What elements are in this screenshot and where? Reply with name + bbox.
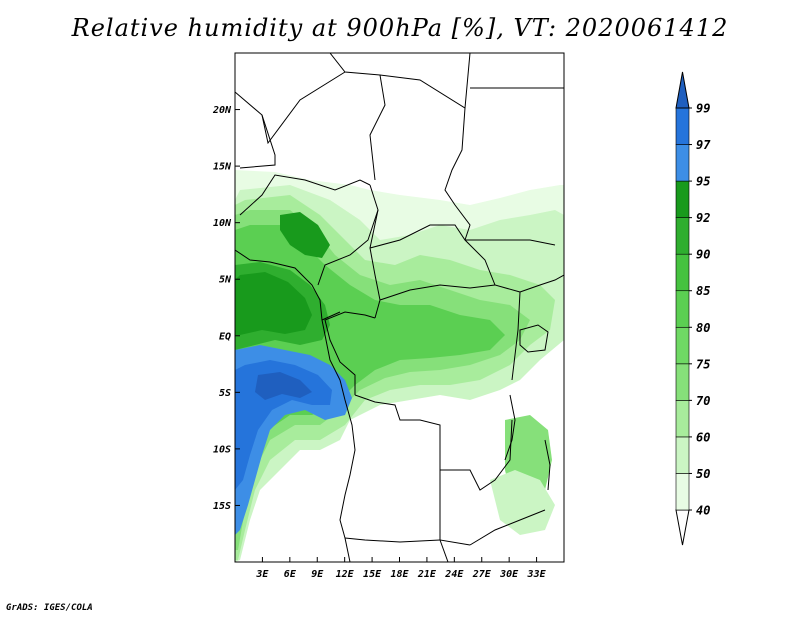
latitude-axis: 20N 15N 10N 5N EQ 5S 10S 15S [212, 105, 240, 512]
humidity-region-ocean-99 [255, 372, 312, 400]
colorbar-label: 85 [696, 284, 710, 298]
country-boundaries [235, 53, 564, 562]
lon-tick-label: 15E [363, 569, 382, 580]
lat-tick-label: 5S [219, 388, 231, 399]
colorbar-label: 60 [696, 430, 710, 444]
lon-tick-label: 3E [255, 569, 269, 580]
lon-tick-label: 18E [390, 569, 409, 580]
boundary-angola-namibia [344, 537, 441, 543]
coastline-west-africa [235, 249, 356, 562]
colorbar-label: 90 [696, 248, 710, 262]
boundary-drc-angola [354, 394, 441, 470]
colorbar-label: 75 [696, 357, 710, 371]
colorbar-segment [675, 400, 690, 438]
lon-tick-label: 21E [417, 569, 437, 580]
lat-tick-label: 20N [212, 105, 232, 116]
boundary-drc-uganda [511, 291, 521, 381]
colorbar-segment [675, 217, 690, 255]
boundary-cameroon-car [369, 209, 381, 319]
boundary-gabon [321, 311, 341, 321]
boundary-nigeria-cameroon [317, 184, 379, 286]
boundary-sudan-southsudan [465, 239, 556, 246]
lake-tanganyika [504, 394, 516, 461]
lake-victoria [519, 324, 549, 353]
lon-tick-label: 6E [284, 569, 297, 580]
map-title: Relative humidity at 900hPa [%], VT: 202… [71, 14, 729, 42]
boundary-niger-nigeria [239, 174, 371, 216]
colorbar-label: 97 [696, 138, 711, 152]
boundary-niger-algeria [235, 71, 346, 145]
humidity-field-shading [235, 170, 564, 562]
colorbar-label: 50 [696, 467, 710, 481]
humidity-region-nigeria-92 [280, 212, 330, 258]
boundary-zambia-east [469, 509, 546, 546]
lon-tick-label: 27E [472, 569, 492, 580]
colorbar-segment [675, 436, 690, 474]
lon-tick-label: 9E [311, 569, 324, 580]
boundary-chad-sudan [444, 107, 471, 241]
colorbar-segment [675, 144, 690, 182]
colorbar-lower-triangle [675, 509, 690, 546]
colorbar-segment [675, 107, 690, 145]
colorbar-segment [675, 290, 690, 328]
boundary-car-sudan [369, 224, 521, 293]
colorbar-segment [675, 363, 690, 401]
colorbar-segment [675, 180, 690, 218]
lat-tick-label: 10N [213, 218, 232, 229]
humidity-region-guinea-92 [235, 272, 312, 335]
colorbar-label: 70 [696, 394, 710, 408]
lat-tick-label: 5N [219, 275, 232, 286]
colorbar-label: 95 [696, 175, 710, 189]
lon-tick-label: 24E [444, 569, 464, 580]
colorbar-label: 80 [696, 321, 710, 335]
boundary-drc-zambia [440, 419, 513, 491]
colorbar-upper-triangle [675, 71, 690, 109]
colorbar-segment [675, 253, 690, 292]
lat-tick-label: EQ [219, 331, 231, 342]
lat-tick-label: 15N [213, 162, 232, 173]
colorbar-label: 99 [696, 102, 710, 116]
lon-tick-label: 30E [499, 569, 519, 580]
colorbar-segment [675, 473, 690, 511]
colorbar-label: 40 [696, 504, 710, 518]
longitude-axis: 3E 6E 9E 12E 15E 18E 21E 24E 27E 30E 33E [255, 557, 547, 580]
boundary-namibia-botswana [439, 539, 449, 562]
lat-tick-label: 10S [213, 444, 231, 455]
boundary-southsudan-east [519, 274, 564, 293]
lon-tick-label: 12E [336, 569, 355, 580]
boundary-angola-zambia [439, 470, 471, 546]
boundary-drc-congo [324, 311, 376, 395]
lat-tick-label: 15S [213, 501, 231, 512]
boundary-mali-niger [239, 114, 276, 169]
lon-tick-label: 33E [527, 569, 547, 580]
colorbar-label: 92 [696, 211, 710, 225]
colorbar-segment [675, 326, 690, 365]
boundary-car-drc [379, 284, 496, 301]
lake-malawi [544, 439, 551, 491]
boundary-chad-niger [369, 74, 386, 181]
humidity-region-eastafrica-50 [490, 470, 555, 535]
boundary-libya-chad [329, 53, 471, 109]
grads-credit: GrADS: IGES/COLA [6, 603, 93, 613]
colorbar-legend: 40 50 60 70 75 80 85 90 92 95 97 99 [675, 71, 711, 546]
